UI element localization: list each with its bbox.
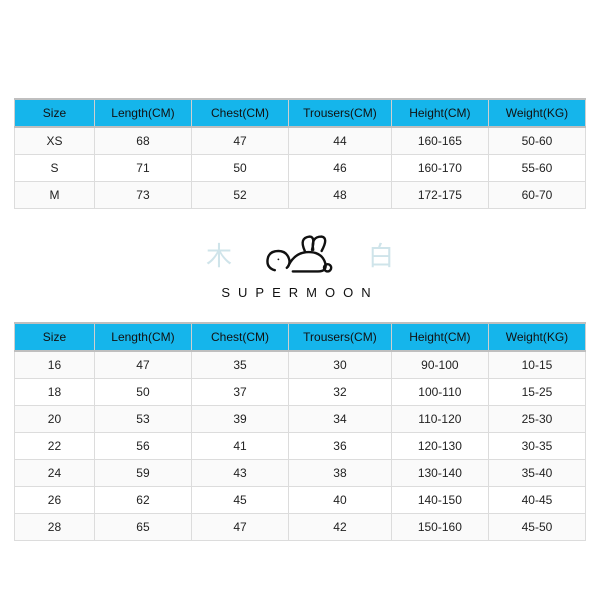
col-chest: Chest(CM): [192, 99, 289, 127]
table-cell: 140-150: [391, 487, 488, 514]
table-cell: 172-175: [391, 182, 488, 209]
table-cell: 50: [192, 155, 289, 182]
table-cell: 45: [192, 487, 289, 514]
table-row: XS684744160-16550-60: [15, 127, 586, 155]
table-row: S715046160-17055-60: [15, 155, 586, 182]
table-cell: 160-170: [391, 155, 488, 182]
logo-left-char: 木: [206, 236, 232, 273]
table-cell: 36: [289, 433, 392, 460]
table-cell: 42: [289, 514, 392, 541]
table-cell: 46: [289, 155, 392, 182]
table-cell: 40: [289, 487, 392, 514]
table-cell: 48: [289, 182, 392, 209]
table-cell: 62: [94, 487, 191, 514]
table-row: 24594338130-14035-40: [15, 460, 586, 487]
rabbit-icon: [264, 233, 336, 275]
table-cell: 52: [192, 182, 289, 209]
table-cell: 50: [94, 379, 191, 406]
table-cell: 47: [192, 514, 289, 541]
page: Size Length(CM) Chest(CM) Trousers(CM) H…: [0, 0, 600, 600]
col-size: Size: [15, 323, 95, 351]
table-cell: 130-140: [391, 460, 488, 487]
table-cell: 30: [289, 351, 392, 379]
table-cell: 65: [94, 514, 191, 541]
table-cell: 68: [94, 127, 191, 155]
table-cell: 47: [192, 127, 289, 155]
table-cell: 50-60: [488, 127, 585, 155]
table-row: 22564136120-13030-35: [15, 433, 586, 460]
table-cell: 26: [15, 487, 95, 514]
col-size: Size: [15, 99, 95, 127]
table-cell: S: [15, 155, 95, 182]
table-cell: 34: [289, 406, 392, 433]
col-length: Length(CM): [94, 323, 191, 351]
col-weight: Weight(KG): [488, 323, 585, 351]
table-cell: M: [15, 182, 95, 209]
logo-row: 木 白: [206, 233, 394, 275]
table-cell: 90-100: [391, 351, 488, 379]
table-cell: 60-70: [488, 182, 585, 209]
table-cell: 35-40: [488, 460, 585, 487]
col-length: Length(CM): [94, 99, 191, 127]
table-cell: XS: [15, 127, 95, 155]
logo-right-char: 白: [368, 236, 394, 273]
adult-table-body: XS684744160-16550-60S715046160-17055-60M…: [15, 127, 586, 209]
brand-text: SUPERMOON: [221, 285, 378, 300]
logo-block: 木 白 SUPERMOON: [14, 233, 586, 300]
table-row: 1647353090-10010-15: [15, 351, 586, 379]
table-cell: 24: [15, 460, 95, 487]
table-row: 26624540140-15040-45: [15, 487, 586, 514]
table-cell: 47: [94, 351, 191, 379]
table-cell: 18: [15, 379, 95, 406]
table-cell: 160-165: [391, 127, 488, 155]
table-cell: 10-15: [488, 351, 585, 379]
table-cell: 43: [192, 460, 289, 487]
col-trousers: Trousers(CM): [289, 99, 392, 127]
col-height: Height(CM): [391, 323, 488, 351]
table-cell: 20: [15, 406, 95, 433]
table-cell: 30-35: [488, 433, 585, 460]
table-cell: 22: [15, 433, 95, 460]
kids-table-body: 1647353090-10010-1518503732100-11015-252…: [15, 351, 586, 541]
table-header: Size Length(CM) Chest(CM) Trousers(CM) H…: [15, 99, 586, 127]
kids-size-table: Size Length(CM) Chest(CM) Trousers(CM) H…: [14, 322, 586, 541]
table-cell: 55-60: [488, 155, 585, 182]
table-cell: 53: [94, 406, 191, 433]
table-cell: 37: [192, 379, 289, 406]
table-cell: 45-50: [488, 514, 585, 541]
table-cell: 28: [15, 514, 95, 541]
table-row: M735248172-17560-70: [15, 182, 586, 209]
table-cell: 16: [15, 351, 95, 379]
col-weight: Weight(KG): [488, 99, 585, 127]
col-trousers: Trousers(CM): [289, 323, 392, 351]
table-row: 18503732100-11015-25: [15, 379, 586, 406]
table-cell: 56: [94, 433, 191, 460]
table-row: 28654742150-16045-50: [15, 514, 586, 541]
col-height: Height(CM): [391, 99, 488, 127]
top-spacer: [14, 24, 586, 98]
table-cell: 110-120: [391, 406, 488, 433]
table-cell: 40-45: [488, 487, 585, 514]
table-row: 20533934110-12025-30: [15, 406, 586, 433]
table-cell: 39: [192, 406, 289, 433]
table-cell: 35: [192, 351, 289, 379]
table-header: Size Length(CM) Chest(CM) Trousers(CM) H…: [15, 323, 586, 351]
col-chest: Chest(CM): [192, 323, 289, 351]
table-cell: 32: [289, 379, 392, 406]
table-cell: 38: [289, 460, 392, 487]
table-cell: 25-30: [488, 406, 585, 433]
adult-size-table: Size Length(CM) Chest(CM) Trousers(CM) H…: [14, 98, 586, 209]
table-cell: 44: [289, 127, 392, 155]
table-cell: 15-25: [488, 379, 585, 406]
table-cell: 59: [94, 460, 191, 487]
table-cell: 120-130: [391, 433, 488, 460]
table-cell: 73: [94, 182, 191, 209]
table-cell: 71: [94, 155, 191, 182]
table-cell: 41: [192, 433, 289, 460]
table-cell: 100-110: [391, 379, 488, 406]
table-cell: 150-160: [391, 514, 488, 541]
